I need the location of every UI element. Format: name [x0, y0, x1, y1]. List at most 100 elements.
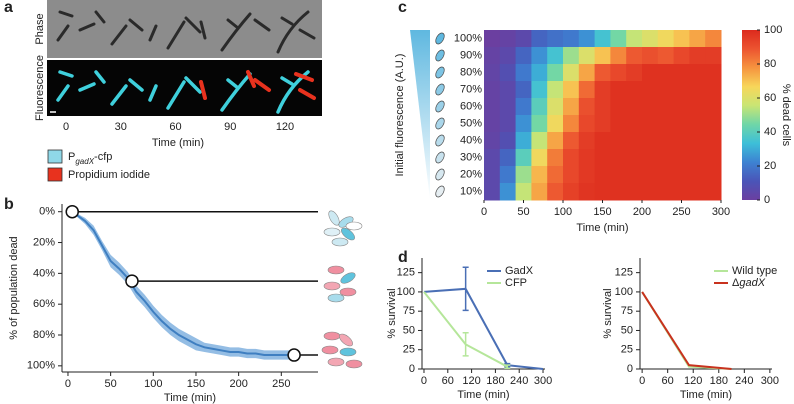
heatmap-cell	[705, 115, 722, 133]
y-tick-label: 125	[615, 267, 633, 279]
x-axis-label: Time (min)	[457, 389, 509, 401]
colorbar-tick-label: 0	[764, 194, 770, 206]
heatmap-cell	[673, 183, 690, 201]
heatmap-cell	[499, 30, 517, 48]
heatmap-cell	[594, 115, 611, 133]
heatmap-cell	[642, 132, 659, 150]
panel-label: c	[398, 0, 407, 16]
error-bar	[462, 332, 469, 357]
heatmap-cell	[563, 81, 580, 99]
legend-label: Wild type	[732, 265, 777, 277]
heatmap-cell	[484, 115, 501, 133]
colorbar-tick-label: 60	[764, 92, 776, 104]
colorbar-label: % dead cells	[780, 84, 792, 147]
cell-icon	[435, 49, 445, 62]
heatmap-cell	[594, 30, 611, 48]
x-tick-label: 60	[662, 375, 674, 387]
heatmap-cell	[642, 64, 659, 82]
heatmap-cell	[515, 166, 532, 184]
heatmap-cell	[563, 166, 580, 184]
frame-time-label: 30	[115, 121, 127, 133]
heatmap-cell	[642, 81, 659, 99]
heatmap-cell	[499, 132, 517, 150]
heatmap-cell	[705, 64, 722, 82]
x-tick-label: 0	[421, 375, 427, 387]
x-axis-label: Time (min)	[576, 222, 628, 234]
heatmap-cell	[705, 183, 722, 201]
heatmap-cell	[610, 183, 627, 201]
legend-label-part: -cfp	[94, 151, 112, 163]
heatmap-cell	[594, 81, 611, 99]
heatmap-cell	[610, 47, 627, 65]
heatmap-cell	[547, 149, 564, 167]
series-line	[641, 291, 732, 370]
heatmap-cell	[673, 115, 690, 133]
heatmap-cell	[626, 115, 643, 133]
heatmap-cell	[610, 98, 627, 116]
x-tick-label: 150	[593, 206, 611, 218]
heatmap-cell	[642, 149, 659, 167]
frame-time-label: 120	[276, 121, 294, 133]
y-tick-label: 100	[615, 286, 633, 298]
heatmap-cell	[484, 47, 501, 65]
cell-icon	[435, 117, 445, 130]
x-tick-label: 240	[735, 375, 753, 387]
x-tick-label: 180	[486, 375, 504, 387]
heatmap-cell	[484, 64, 501, 82]
x-tick-label: 150	[187, 378, 205, 390]
heatmap-cell	[626, 98, 643, 116]
heatmap-cell	[484, 183, 501, 201]
y-axis-label: % survival	[386, 288, 398, 338]
x-tick-label: 240	[510, 375, 528, 387]
x-tick-label: 100	[554, 206, 572, 218]
heatmap-cell	[657, 30, 675, 48]
heatmap-cell	[547, 166, 564, 184]
heatmap-cell	[610, 64, 627, 82]
frame-time-label: 0	[63, 121, 69, 133]
heatmap-cell	[673, 81, 690, 99]
heatmap-cell	[705, 166, 722, 184]
legend-swatch	[47, 167, 63, 182]
heatmap-cell	[673, 166, 690, 184]
heatmap-cell	[531, 64, 548, 82]
heatmap-cell	[547, 183, 564, 201]
panel-label: b	[4, 196, 14, 213]
heatmap-cell	[547, 47, 564, 65]
y-tick-label: 40%	[33, 267, 55, 279]
x-axis-label: Time (min)	[680, 389, 732, 401]
heatmap-cell	[499, 47, 517, 65]
heatmap-cell	[515, 47, 532, 65]
heatmap-cell	[578, 183, 596, 201]
y-tick-label: 90%	[460, 49, 482, 61]
heatmap-cell	[547, 81, 564, 99]
heatmap-cell	[657, 166, 675, 184]
x-tick-label: 120	[462, 375, 480, 387]
heatmap-cell	[689, 132, 706, 150]
cell-icon	[435, 83, 445, 96]
panel-label: a	[4, 0, 13, 16]
heatmap-cell	[547, 98, 564, 116]
x-tick-label: 300	[761, 375, 779, 387]
x-tick-label: 50	[105, 378, 117, 390]
y-tick-label: 10%	[460, 185, 482, 197]
y-tick-label: 125	[397, 267, 415, 279]
frame-time-label: 60	[169, 121, 181, 133]
error-band	[72, 211, 290, 360]
marker	[125, 274, 139, 288]
cell-icon	[435, 100, 445, 113]
legend-label-part: gadX	[739, 277, 765, 289]
heatmap-cell	[499, 149, 517, 167]
error-bar	[462, 266, 469, 312]
heatmap-cell	[563, 98, 580, 116]
heatmap-cell	[515, 149, 532, 167]
heatmap-cell	[531, 149, 548, 167]
heatmap-cell	[705, 81, 722, 99]
y-tick-label: 0	[409, 363, 415, 375]
heatmap-cell	[689, 166, 706, 184]
heatmap-cell	[689, 98, 706, 116]
heatmap-cell	[531, 183, 548, 201]
y-tick-label: 60%	[33, 298, 55, 310]
x-tick-label: 50	[517, 206, 529, 218]
heatmap-cell	[484, 149, 501, 167]
heatmap-cell	[578, 47, 596, 65]
